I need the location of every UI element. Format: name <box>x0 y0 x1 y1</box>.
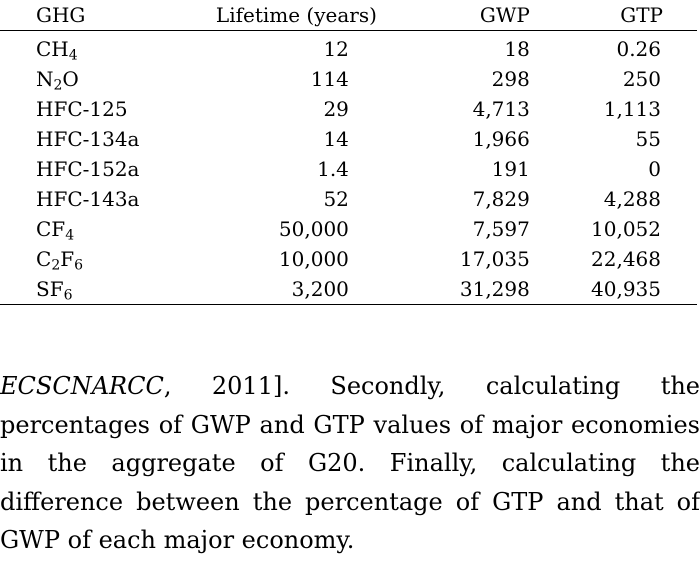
cell-ghg: C2F6 <box>0 244 154 274</box>
cell-lifetime: 1.4 <box>317 157 349 181</box>
table-row: HFC-134a 14 1,966 55 <box>0 124 697 154</box>
formula-subscript: 2 <box>51 257 61 274</box>
table-body: CH4 12 18 0.26 N2O 114 298 250 HFC-125 29 4,713 1,1… <box>0 31 697 305</box>
header-ghg: GHG <box>36 3 86 27</box>
table-row: N2O 114 298 250 <box>0 64 697 94</box>
formula-text: F <box>60 247 75 271</box>
cell-lifetime: 3,200 <box>291 277 349 301</box>
cell-lifetime: 10,000 <box>278 247 349 271</box>
cell-gwp: 191 <box>491 157 530 181</box>
table-row: C2F6 10,000 17,035 22,468 <box>0 244 697 274</box>
cell-gwp: 298 <box>491 67 530 91</box>
formula-text: C <box>36 247 52 271</box>
cell-gwp: 7,829 <box>472 187 530 211</box>
cell-ghg: HFC-134a <box>0 124 154 154</box>
header-gtp: GTP <box>620 3 663 27</box>
table-header-row: GHG Lifetime (years) GWP GTP <box>0 0 697 31</box>
cell-gtp: 40,935 <box>591 277 661 301</box>
cell-gtp: 22,468 <box>591 247 661 271</box>
cell-lifetime: 14 <box>323 127 349 151</box>
cell-gwp: 7,597 <box>472 217 530 241</box>
body-paragraph: ECSCNARCC, 2011]. Secondly, calculating … <box>0 367 700 560</box>
cell-gtp: 55 <box>635 127 661 151</box>
cell-gtp: 0.26 <box>616 37 661 61</box>
formula-text: HFC-143a <box>36 187 140 211</box>
cell-gwp: 31,298 <box>459 277 530 301</box>
formula-text: HFC-152a <box>36 157 140 181</box>
formula-text: SF <box>36 277 64 301</box>
cell-lifetime: 29 <box>323 97 349 121</box>
formula-text: N <box>36 67 54 91</box>
cell-ghg: SF6 <box>0 274 154 305</box>
table-row: CF4 50,000 7,597 10,052 <box>0 214 697 244</box>
formula-subscript: 4 <box>68 47 78 64</box>
cell-ghg: HFC-152a <box>0 154 154 184</box>
formula-text: O <box>62 67 79 91</box>
formula-subscript: 4 <box>65 227 75 244</box>
formula-subscript: 2 <box>53 77 63 94</box>
cell-gwp: 4,713 <box>472 97 530 121</box>
cell-lifetime: 50,000 <box>278 217 349 241</box>
cell-gtp: 1,113 <box>603 97 661 121</box>
table-row: HFC-125 29 4,713 1,113 <box>0 94 697 124</box>
paragraph-body: , 2011]. Secondly, calculating the perce… <box>0 372 700 554</box>
formula-text: HFC-134a <box>36 127 140 151</box>
cell-gwp: 17,035 <box>459 247 530 271</box>
paragraph-text: ECSCNARCC, 2011]. Secondly, calculating … <box>0 367 700 560</box>
cell-gtp: 10,052 <box>591 217 661 241</box>
cell-gtp: 250 <box>622 67 661 91</box>
formula-subscript: 6 <box>63 287 73 304</box>
cell-lifetime: 114 <box>310 67 349 91</box>
table-row: HFC-152a 1.4 191 0 <box>0 154 697 184</box>
cell-gtp: 4,288 <box>603 187 661 211</box>
cell-gwp: 18 <box>504 37 530 61</box>
citation-italic: ECSCNARCC <box>0 372 164 400</box>
cell-ghg: HFC-143a <box>0 184 154 214</box>
cell-gtp: 0 <box>648 157 661 181</box>
table-row: SF6 3,200 31,298 40,935 <box>0 274 697 305</box>
table-row: CH4 12 18 0.26 <box>0 31 697 65</box>
formula-text: HFC-125 <box>36 97 128 121</box>
cell-ghg: HFC-125 <box>0 94 154 124</box>
formula-text: CH <box>36 37 69 61</box>
ghg-table-container: GHG Lifetime (years) GWP GTP CH4 12 18 0.26… <box>0 0 697 305</box>
formula-text: CF <box>36 217 66 241</box>
cell-lifetime: 52 <box>323 187 349 211</box>
cell-gwp: 1,966 <box>472 127 530 151</box>
cell-lifetime: 12 <box>323 37 349 61</box>
cell-ghg: CH4 <box>0 31 154 65</box>
table-row: HFC-143a 52 7,829 4,288 <box>0 184 697 214</box>
cell-ghg: N2O <box>0 64 154 94</box>
header-lifetime: Lifetime (years) <box>215 3 377 27</box>
ghg-table: GHG Lifetime (years) GWP GTP CH4 12 18 0.26… <box>0 0 697 305</box>
header-gwp: GWP <box>479 3 530 27</box>
formula-subscript: 6 <box>74 257 84 274</box>
cell-ghg: CF4 <box>0 214 154 244</box>
